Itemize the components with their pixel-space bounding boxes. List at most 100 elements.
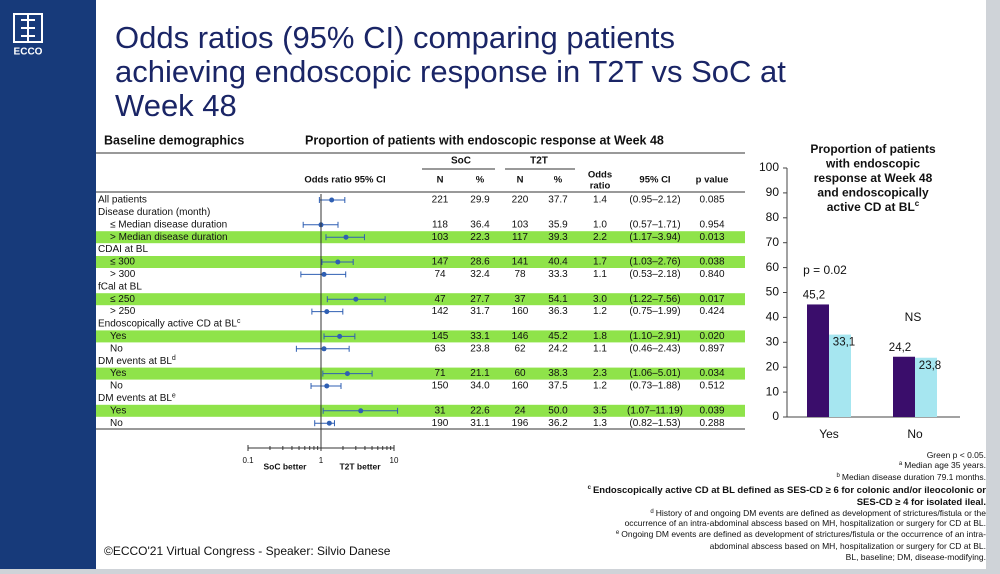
footnote: e Ongoing DM events are defined as develo… (616, 529, 986, 539)
column-header: % (554, 175, 563, 186)
cell: (0.46–2.43) (629, 343, 680, 354)
y-tick-label: 80 (766, 210, 780, 224)
superscript: c (237, 318, 241, 325)
row-label: DM events at BLe (98, 392, 176, 404)
row-label: fCal at BL (98, 281, 142, 292)
cell: 22.3 (470, 232, 490, 243)
title: Week 48 (115, 88, 237, 123)
cell: 32.4 (470, 269, 490, 280)
cell: 190 (432, 418, 449, 429)
footnote: occurrence of an intra-abdominal abscess… (625, 518, 986, 528)
cell: 78 (514, 269, 526, 280)
cell: 63 (434, 343, 446, 354)
data-label: 24,2 (889, 342, 911, 354)
data-label: 33,1 (833, 337, 855, 349)
or-point (358, 408, 364, 414)
footer: ©ECCO'21 Virtual Congress - Speaker: Sil… (104, 544, 391, 558)
column-header: p value (696, 175, 729, 186)
x-tick-label: Yes (819, 427, 839, 441)
cell: 74 (434, 269, 446, 280)
cell: 0.038 (699, 257, 724, 268)
cell: 1.7 (593, 257, 607, 268)
cell: 0.512 (699, 381, 724, 392)
cell: 0.013 (699, 232, 724, 243)
cell: 37.7 (548, 195, 568, 206)
cell: 160 (512, 381, 529, 392)
data-label: 23,8 (919, 360, 941, 372)
superscript: e (616, 530, 620, 536)
row-label: Endoscopically active CD at BLc (98, 318, 241, 330)
cell: 33.3 (548, 269, 568, 280)
group-header: T2T (530, 156, 548, 167)
cell: 36.3 (548, 306, 568, 317)
or-point (343, 234, 349, 240)
cell: 23.8 (470, 343, 490, 354)
cell: (0.57–1.71) (629, 219, 680, 230)
cell: (0.75–1.99) (629, 306, 680, 317)
footnote-text: BL, baseline; DM, disease-modifying. (846, 552, 986, 562)
cell: 3.5 (593, 405, 607, 416)
row-highlight (96, 367, 745, 380)
cell: 3.0 (593, 294, 607, 305)
or-point (326, 420, 332, 426)
y-tick-label: 20 (766, 359, 780, 373)
row-label: All patients (98, 195, 147, 206)
footnote: a Median age 35 years. (899, 460, 986, 470)
footnote: SES-CD ≥ 4 for isolated ileal. (857, 497, 986, 508)
logo-icon (13, 13, 43, 43)
cell: 28.6 (470, 257, 490, 268)
chart-title: response at Week 48 (814, 171, 933, 185)
or-point (344, 371, 350, 377)
column-header: % (476, 175, 485, 186)
bar (829, 334, 851, 417)
forest-tick-label: 0.1 (242, 456, 254, 465)
column-header: Odds (588, 170, 612, 181)
footnote-text: Endoscopically active CD at BL defined a… (593, 485, 986, 496)
y-tick-label: 60 (766, 260, 780, 274)
cell: 2.3 (593, 368, 607, 379)
cell: 0.034 (699, 368, 724, 379)
slide-bg (96, 0, 986, 569)
row-highlight (96, 330, 745, 343)
footnote-text: Ongoing DM events are defined as develop… (621, 529, 986, 539)
cell: 35.9 (548, 219, 568, 230)
cell: 118 (432, 219, 448, 230)
cell: 1.2 (593, 306, 607, 317)
row-label: Yes (110, 368, 126, 379)
column-header: Odds ratio 95% CI (304, 175, 385, 186)
row-label: Yes (110, 405, 126, 416)
title: Odds ratios (95% CI) comparing patients (115, 20, 675, 55)
row-label: No (110, 418, 123, 429)
cell: (0.53–2.18) (629, 269, 680, 280)
cell: 36.4 (470, 219, 490, 230)
footnote: c Endoscopically active CD at BL defined … (588, 485, 987, 496)
row-label: ≤ Median disease duration (110, 219, 227, 230)
forest-label: T2T better (339, 461, 381, 471)
cell: 71 (434, 368, 446, 379)
cell: 24 (514, 405, 526, 416)
y-tick-label: 70 (766, 235, 780, 249)
cell: 21.1 (470, 368, 490, 379)
cell: 45.2 (548, 331, 568, 342)
cell: 150 (432, 381, 449, 392)
cell: 34.0 (470, 381, 490, 392)
cell: (0.95–2.12) (629, 195, 680, 206)
cell: 220 (512, 195, 529, 206)
row-label: > 250 (110, 306, 136, 317)
cell: 0.017 (699, 294, 724, 305)
or-point (324, 383, 330, 389)
or-point (321, 271, 327, 277)
cell: 0.897 (699, 343, 724, 354)
cell: 31.1 (470, 418, 490, 429)
cell: 37.5 (548, 381, 568, 392)
row-highlight (96, 293, 745, 306)
superscript: b (837, 473, 841, 479)
cell: 31 (434, 405, 446, 416)
cell: 24.2 (548, 343, 568, 354)
y-tick-label: 50 (766, 285, 780, 299)
cell: 0.020 (699, 331, 724, 342)
or-point (337, 333, 343, 339)
cell: 47 (434, 294, 446, 305)
row-label: > 300 (110, 269, 136, 280)
